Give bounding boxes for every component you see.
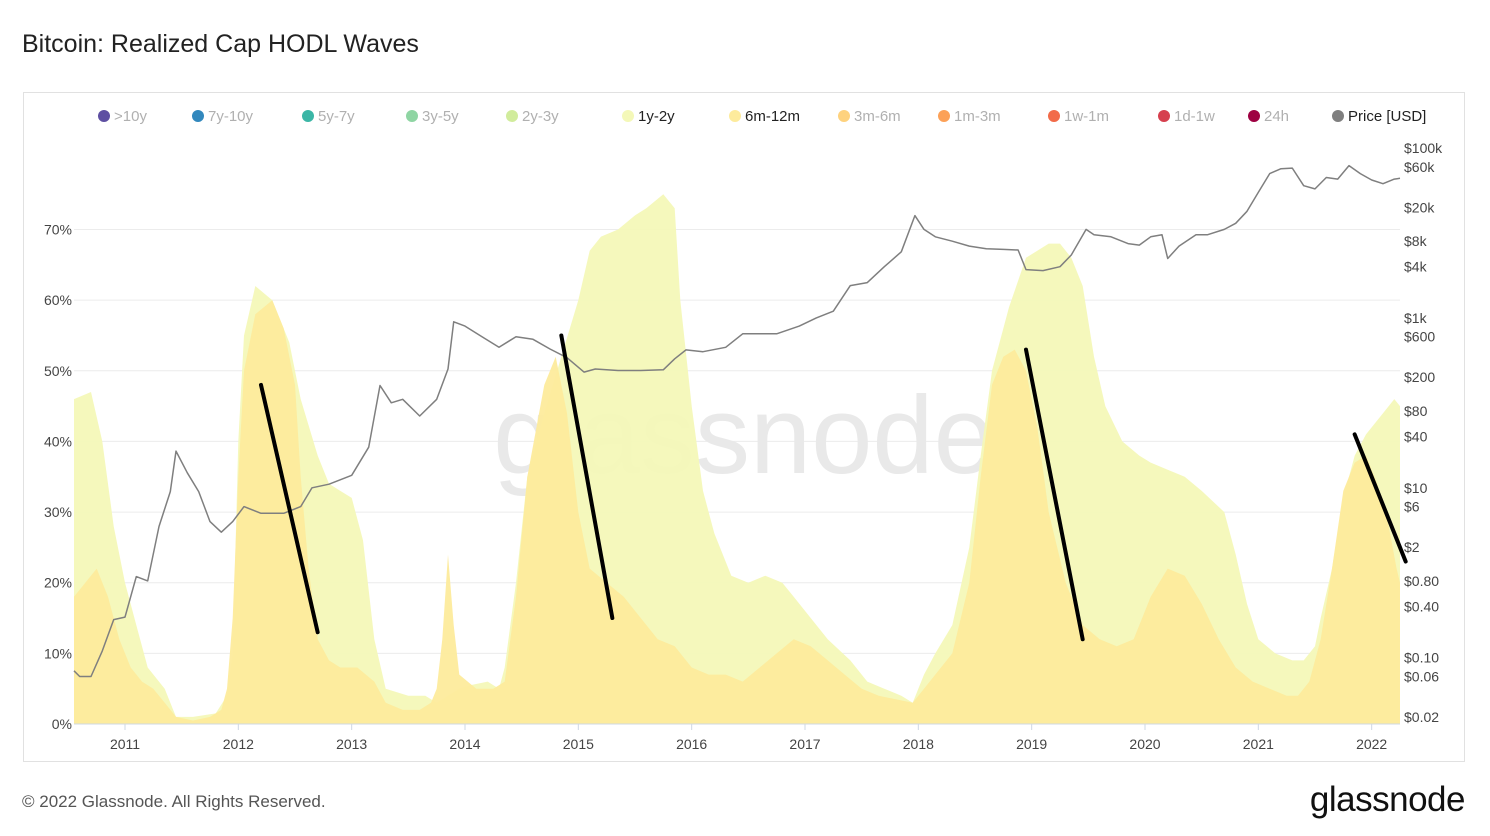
y-right-tick-label: $0.10 xyxy=(1404,650,1439,666)
legend-item-1w-1m[interactable]: 1w-1m xyxy=(1048,108,1109,125)
legend-dot xyxy=(192,110,204,122)
y-right-tick-label: $6 xyxy=(1404,499,1420,515)
y-right-tick-label: $2 xyxy=(1404,539,1420,555)
x-tick-label: 2014 xyxy=(449,736,480,752)
price-line xyxy=(73,164,1401,678)
trend-line-1 xyxy=(259,382,320,635)
y-right-tick-label: $0.02 xyxy=(1404,709,1439,725)
legend-label: 3y-5y xyxy=(422,108,459,125)
y-left-tick-label: 40% xyxy=(44,433,72,449)
chart-title: Bitcoin: Realized Cap HODL Waves xyxy=(22,30,419,58)
y-left-tick-label: 50% xyxy=(44,363,72,379)
y-right-tick-label: $200 xyxy=(1404,369,1435,385)
legend-label: Price [USD] xyxy=(1348,108,1426,125)
legend-item-10y[interactable]: >10y xyxy=(98,108,147,125)
x-axis: 2011 2012 2013 2014 2015 2016 2017 2018 2019 2020… xyxy=(74,723,1400,752)
y-right-tick-label: $80 xyxy=(1404,403,1428,419)
legend-item-1d-1w[interactable]: 1d-1w xyxy=(1158,108,1215,125)
y-axis-left: 0% 10% 20% 30% 40% 50% 60% 70% xyxy=(44,222,72,732)
legend-dot xyxy=(1248,110,1260,122)
y-left-tick-label: 70% xyxy=(44,222,72,238)
legend-label: 5y-7y xyxy=(318,108,355,125)
y-right-tick-label: $4k xyxy=(1404,259,1428,275)
y-left-tick-label: 20% xyxy=(44,575,72,591)
y-left-tick-label: 30% xyxy=(44,504,72,520)
legend-label: 1w-1m xyxy=(1064,108,1109,125)
legend: >10y 7y-10y 5y-7y 3y-5y 2y-3y 1y-2y 6m-12m 3m-6… xyxy=(98,108,1426,125)
x-tick-label: 2019 xyxy=(1016,736,1047,752)
y-right-tick-label: $0.80 xyxy=(1404,573,1439,589)
x-tick-label: 2021 xyxy=(1243,736,1274,752)
y-right-tick-label: $0.40 xyxy=(1404,598,1439,614)
hodl-waves-chart: glassnode 2011 2012 2013 2014 2015 2016 2017 20… xyxy=(44,108,1443,752)
y-right-tick-label: $10 xyxy=(1404,480,1428,496)
copyright: © 2022 Glassnode. All Rights Reserved. xyxy=(22,792,326,811)
y-right-tick-label: $20k xyxy=(1404,199,1435,215)
y-right-tick-label: $8k xyxy=(1404,233,1428,249)
x-tick-label: 2011 xyxy=(110,736,140,752)
legend-item-7y-10y[interactable]: 7y-10y xyxy=(192,108,254,125)
y-axis-right: $100k $60k $20k $8k $4k $1k $600 $200 $80 $40 $10 $… xyxy=(1404,140,1443,725)
legend-dot xyxy=(302,110,314,122)
y-right-tick-label: $600 xyxy=(1404,329,1435,345)
y-right-tick-label: $100k xyxy=(1404,140,1443,156)
trend-line-4 xyxy=(1352,432,1408,564)
legend-item-6m-12m[interactable]: 6m-12m xyxy=(729,108,800,125)
chart-container: glassnode 2011 2012 2013 2014 2015 2016 2017 20… xyxy=(23,92,1465,762)
legend-item-1y-2y[interactable]: 1y-2y xyxy=(622,108,675,125)
legend-label: 24h xyxy=(1264,108,1289,125)
legend-item-price-usd[interactable]: Price [USD] xyxy=(1332,108,1426,125)
legend-dot xyxy=(506,110,518,122)
y-right-tick-label: $1k xyxy=(1404,310,1428,326)
x-tick-label: 2022 xyxy=(1356,736,1387,752)
legend-dot xyxy=(729,110,741,122)
legend-item-24h[interactable]: 24h xyxy=(1248,108,1289,125)
x-tick-label: 2017 xyxy=(789,736,820,752)
y-right-tick-label: $60k xyxy=(1404,159,1435,175)
legend-item-3m-6m[interactable]: 3m-6m xyxy=(838,108,901,125)
area-series xyxy=(74,194,1400,724)
legend-item-5y-7y[interactable]: 5y-7y xyxy=(302,108,355,125)
legend-label: 1d-1w xyxy=(1174,108,1215,125)
area-6m-12m xyxy=(74,300,1400,724)
x-tick-label: 2013 xyxy=(336,736,367,752)
legend-label: 2y-3y xyxy=(522,108,559,125)
legend-dot xyxy=(1332,110,1344,122)
legend-label: >10y xyxy=(114,108,147,125)
legend-label: 1m-3m xyxy=(954,108,1001,125)
legend-label: 1y-2y xyxy=(638,108,675,125)
legend-dot xyxy=(1048,110,1060,122)
legend-item-1m-3m[interactable]: 1m-3m xyxy=(938,108,1001,125)
x-tick-label: 2012 xyxy=(223,736,254,752)
y-left-tick-label: 0% xyxy=(52,716,72,732)
price-series xyxy=(73,164,1401,678)
legend-label: 7y-10y xyxy=(208,108,254,125)
trend-line-2 xyxy=(559,333,615,621)
trend-line-3 xyxy=(1024,347,1085,642)
legend-item-3y-5y[interactable]: 3y-5y xyxy=(406,108,459,125)
legend-dot xyxy=(838,110,850,122)
y-left-tick-label: 60% xyxy=(44,292,72,308)
brand-logo[interactable]: glassnode xyxy=(1309,780,1466,819)
y-right-tick-label: $0.06 xyxy=(1404,668,1439,684)
y-right-tick-label: $40 xyxy=(1404,429,1428,445)
y-left-tick-label: 10% xyxy=(44,645,72,661)
legend-dot xyxy=(406,110,418,122)
legend-dot xyxy=(1158,110,1170,122)
legend-label: 6m-12m xyxy=(745,108,800,125)
legend-dot xyxy=(98,110,110,122)
x-tick-label: 2015 xyxy=(563,736,594,752)
legend-dot xyxy=(938,110,950,122)
x-tick-label: 2016 xyxy=(676,736,707,752)
trend-annotations xyxy=(259,333,1408,642)
legend-dot xyxy=(622,110,634,122)
x-tick-label: 2018 xyxy=(903,736,934,752)
x-tick-label: 2020 xyxy=(1129,736,1160,752)
legend-label: 3m-6m xyxy=(854,108,901,125)
legend-item-2y-3y[interactable]: 2y-3y xyxy=(506,108,559,125)
